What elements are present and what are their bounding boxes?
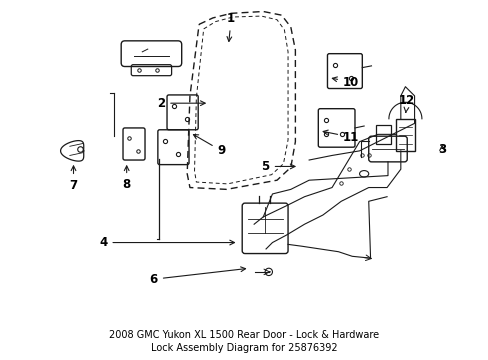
- Bar: [375, 125, 390, 144]
- Text: 1: 1: [226, 12, 235, 41]
- Text: 6: 6: [149, 267, 245, 286]
- Text: 2008 GMC Yukon XL 1500 Rear Door - Lock & Hardware
Lock Assembly Diagram for 258: 2008 GMC Yukon XL 1500 Rear Door - Lock …: [109, 330, 379, 353]
- Text: 3: 3: [437, 143, 445, 156]
- Text: 11: 11: [323, 130, 359, 144]
- Text: 2: 2: [157, 97, 205, 110]
- Text: 7: 7: [69, 166, 78, 192]
- Text: 12: 12: [398, 94, 414, 113]
- Text: 9: 9: [193, 135, 225, 157]
- Bar: [395, 119, 414, 151]
- Text: 5: 5: [261, 160, 294, 173]
- Text: 4: 4: [99, 236, 234, 249]
- Text: 10: 10: [332, 76, 359, 89]
- Text: 8: 8: [122, 166, 131, 191]
